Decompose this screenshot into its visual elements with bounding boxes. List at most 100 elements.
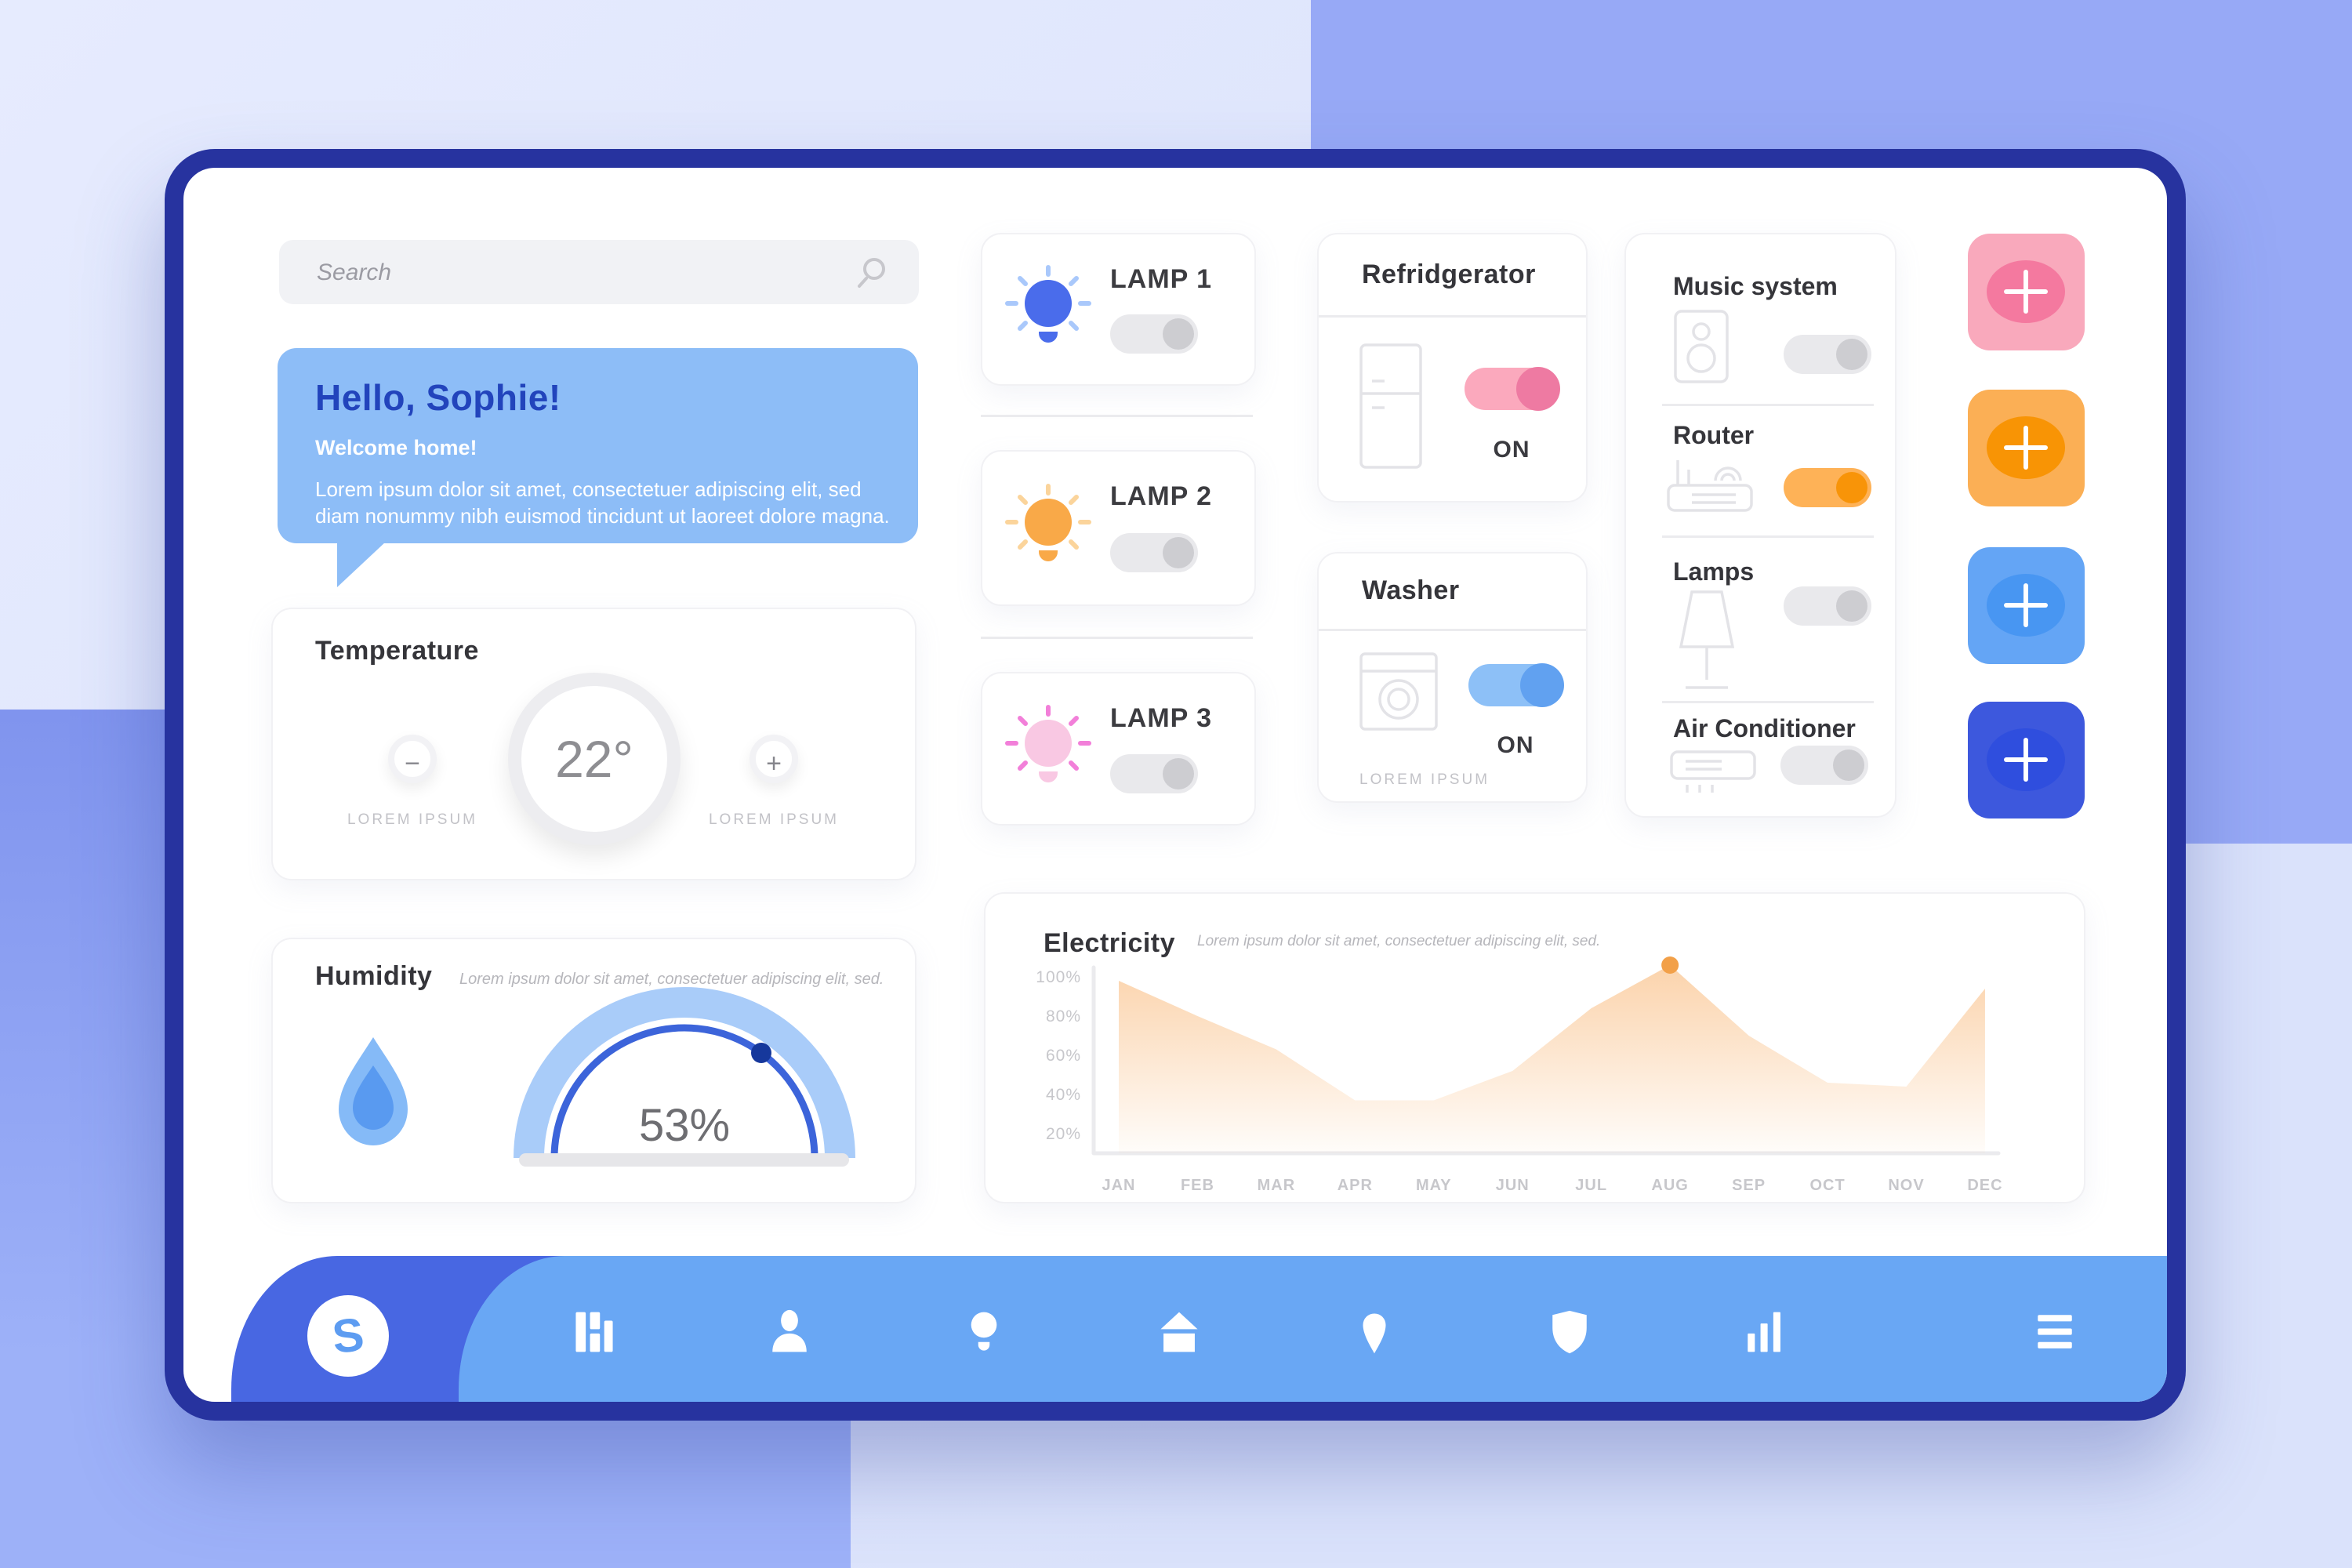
speaker-icon <box>1674 310 1729 383</box>
temperature-title: Temperature <box>315 636 479 666</box>
divider <box>1319 629 1586 631</box>
table-lamp-icon <box>1679 590 1735 689</box>
svg-text:FEB: FEB <box>1181 1177 1214 1194</box>
device-music-label: Music system <box>1673 272 1838 300</box>
lamp-1-label: LAMP 1 <box>1110 264 1213 294</box>
device-music-toggle[interactable] <box>1784 335 1871 374</box>
lamp-bulb-icon <box>1005 705 1091 782</box>
greeting-bubble-tail <box>337 542 386 587</box>
greeting-card: Hello, Sophie! Welcome home! Lorem ipsum… <box>278 348 918 543</box>
add-button-dark-blue[interactable] <box>1968 702 2085 818</box>
lamp-3-label: LAMP 3 <box>1110 703 1213 733</box>
devices-card: Music system Router Lamps <box>1624 233 1896 818</box>
lamp-bulb-icon <box>1005 484 1091 561</box>
svg-text:JUN: JUN <box>1496 1177 1530 1194</box>
temperature-decrease-label: LOREM IPSUM <box>347 811 478 828</box>
device-router-toggle[interactable] <box>1784 468 1871 507</box>
refrigerator-card: Refridgerator ON <box>1317 233 1588 503</box>
dashboard-icon[interactable] <box>572 1309 617 1355</box>
humidity-card: Humidity Lorem ipsum dolor sit amet, con… <box>271 938 916 1203</box>
device-ac-toggle[interactable] <box>1780 746 1868 785</box>
lamp-3-card: LAMP 3 <box>981 672 1256 826</box>
lamp-2-toggle[interactable] <box>1110 533 1198 572</box>
washer-status: ON <box>1497 732 1534 758</box>
electricity-chart: 100% 80% 60% 40% 20% JAN FEB MAR APR MAY JUN JUL AUG… <box>1012 946 2002 1194</box>
add-button-pink[interactable] <box>1968 234 2085 350</box>
temperature-increase-button[interactable]: + <box>750 735 798 783</box>
lamp-1-toggle[interactable] <box>1110 314 1198 354</box>
divider <box>1662 701 1874 703</box>
refrigerator-icon <box>1359 343 1422 469</box>
home-icon[interactable] <box>1156 1309 1202 1355</box>
lamp-3-toggle[interactable] <box>1110 754 1198 793</box>
add-button-light-blue[interactable] <box>1968 547 2085 664</box>
svg-text:60%: 60% <box>1046 1047 1081 1065</box>
lamp-1-card: LAMP 1 <box>981 233 1256 386</box>
location-icon[interactable] <box>1352 1309 1397 1355</box>
svg-text:MAY: MAY <box>1416 1177 1452 1194</box>
svg-text:SEP: SEP <box>1732 1177 1766 1194</box>
svg-text:NOV: NOV <box>1888 1177 1924 1194</box>
menu-icon[interactable] <box>2032 1309 2078 1355</box>
nav-bar <box>459 1256 2167 1402</box>
greeting-title: Hello, Sophie! <box>315 377 561 418</box>
nav-logo[interactable]: S <box>307 1295 389 1377</box>
svg-text:DEC: DEC <box>1967 1177 2002 1194</box>
dashboard-screen: Hello, Sophie! Welcome home! Lorem ipsum… <box>183 168 2167 1402</box>
humidity-gauge[interactable]: 53% <box>512 984 857 1172</box>
humidity-gauge-handle[interactable] <box>751 1043 771 1063</box>
device-ac-label: Air Conditioner <box>1673 714 1856 742</box>
device-lamps-label: Lamps <box>1673 557 1755 586</box>
washer-footnote: LOREM IPSUM <box>1359 771 1490 788</box>
humidity-subtitle: Lorem ipsum dolor sit amet, consectetuer… <box>459 971 884 988</box>
svg-text:OCT: OCT <box>1809 1177 1845 1194</box>
temperature-card: Temperature − 22° + LOREM IPSUM LOREM IP… <box>271 608 916 880</box>
device-router-label: Router <box>1673 421 1755 449</box>
divider <box>981 415 1253 417</box>
svg-text:80%: 80% <box>1046 1007 1081 1025</box>
humidity-title: Humidity <box>315 961 433 991</box>
temperature-increase-label: LOREM IPSUM <box>708 811 840 828</box>
device-lamps-toggle[interactable] <box>1784 586 1871 626</box>
svg-text:MAR: MAR <box>1258 1177 1296 1194</box>
refrigerator-status: ON <box>1493 437 1530 463</box>
divider <box>981 637 1253 639</box>
washer-card: Washer ON LOREM IPSUM <box>1317 552 1588 803</box>
shield-icon[interactable] <box>1547 1309 1592 1355</box>
electricity-card: Electricity Lorem ipsum dolor sit amet, … <box>984 892 2085 1203</box>
router-icon <box>1667 460 1753 512</box>
temperature-value: 22° <box>555 730 633 788</box>
electricity-title: Electricity <box>1044 928 1176 958</box>
svg-text:JUL: JUL <box>1575 1177 1607 1194</box>
temperature-decrease-button[interactable]: − <box>388 735 437 783</box>
humidity-gauge-base <box>519 1153 849 1167</box>
add-button-orange[interactable] <box>1968 390 2085 506</box>
humidity-value: 53% <box>639 1100 730 1151</box>
stats-icon[interactable] <box>1742 1309 1788 1355</box>
greeting-subtitle: Welcome home! <box>315 436 477 459</box>
temperature-dial: 22° <box>508 673 681 845</box>
washer-title: Washer <box>1362 575 1460 605</box>
search-icon[interactable] <box>855 257 887 290</box>
refrigerator-title: Refridgerator <box>1362 260 1536 289</box>
tablet-frame: Hello, Sophie! Welcome home! Lorem ipsum… <box>165 149 2186 1421</box>
divider <box>1662 535 1874 538</box>
user-icon[interactable] <box>767 1309 812 1355</box>
lamp-2-label: LAMP 2 <box>1110 481 1213 511</box>
svg-text:20%: 20% <box>1046 1125 1081 1143</box>
search-input[interactable] <box>315 240 820 306</box>
washer-toggle[interactable] <box>1468 663 1564 707</box>
search-bar[interactable] <box>279 240 919 306</box>
refrigerator-toggle[interactable] <box>1465 367 1560 411</box>
divider <box>1662 404 1874 406</box>
greeting-body: Lorem ipsum dolor sit amet, consectetuer… <box>315 477 890 528</box>
electricity-subtitle: Lorem ipsum dolor sit amet, consectetuer… <box>1197 933 1601 949</box>
svg-text:40%: 40% <box>1046 1086 1081 1104</box>
lamp-icon[interactable] <box>961 1309 1007 1355</box>
divider <box>1319 315 1586 318</box>
washer-icon <box>1359 652 1438 731</box>
water-drop-icon <box>339 1037 408 1145</box>
lamp-2-card: LAMP 2 <box>981 450 1256 606</box>
svg-text:AUG: AUG <box>1651 1177 1688 1194</box>
air-conditioner-icon <box>1670 750 1756 793</box>
